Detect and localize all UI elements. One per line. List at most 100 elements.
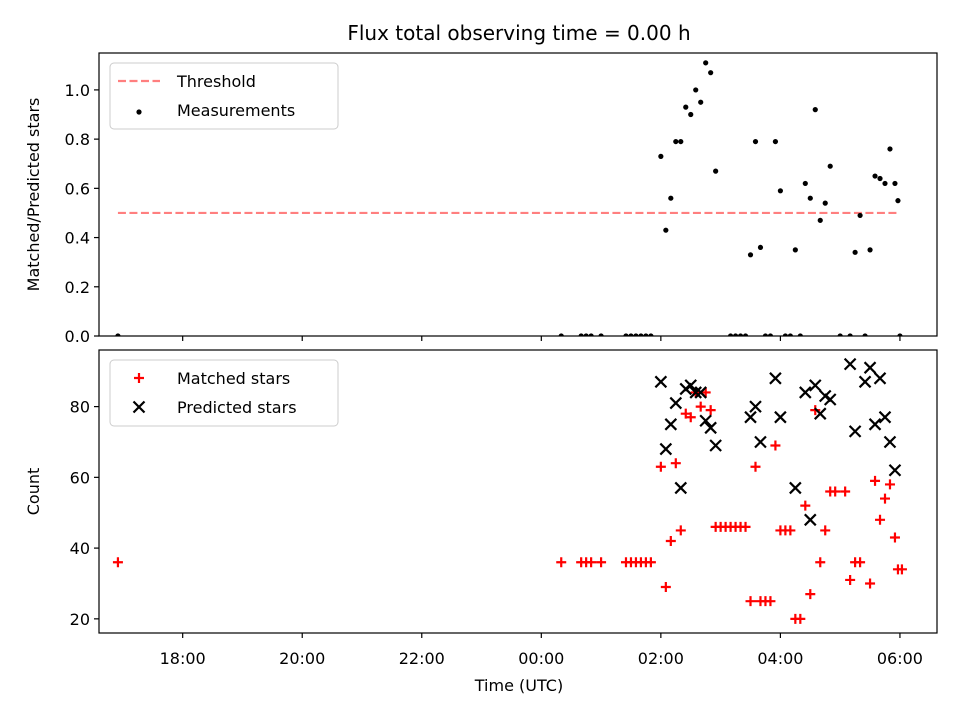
matched-stars-point — [655, 461, 666, 472]
predicted-stars-point — [709, 439, 722, 452]
predicted-stars-point — [813, 407, 827, 420]
measurements-point — [643, 333, 649, 336]
predicted-stars-point — [744, 410, 757, 424]
measurements-point — [558, 333, 564, 336]
matched-stars-point — [879, 493, 890, 504]
measurements-point — [837, 333, 843, 336]
matched-stars-legend-label: Matched stars — [177, 369, 290, 388]
matched-stars-point — [840, 486, 851, 497]
x-tick-label: 02:00 — [638, 649, 684, 668]
matched-stars-point — [745, 596, 756, 607]
x-tick-label: 06:00 — [877, 649, 923, 668]
measurements-point — [812, 107, 818, 113]
measurements-point — [673, 138, 679, 145]
chart-title: Flux total observing time = 0.00 h — [347, 21, 690, 45]
predicted-stars-point — [754, 435, 767, 449]
measurements-point — [802, 180, 808, 187]
measurements-point — [727, 333, 734, 336]
matched-stars-point — [785, 525, 796, 536]
measurements-point — [862, 333, 868, 336]
matched-stars-point — [665, 536, 676, 547]
counts-panel: 20 40 60 80 18:00 20:00 22:00 00:00 02:00 04:00 06… — [24, 349, 938, 668]
measurements-point — [877, 175, 883, 182]
predicted-stars-point — [848, 425, 862, 438]
matched-stars-point — [795, 613, 806, 624]
matched-stars-point — [645, 557, 656, 568]
measurements-point — [742, 333, 749, 336]
matched-stars-point — [740, 521, 751, 532]
matched-stars-point — [700, 387, 711, 398]
measurements-point — [708, 70, 714, 76]
measurements-point — [688, 111, 694, 118]
matched-stars-point — [765, 596, 776, 607]
ratio-y-tick-label: 0.0 — [65, 327, 90, 346]
matched-stars-point — [596, 557, 607, 568]
measurements-point — [713, 168, 719, 174]
predicted-stars-point — [704, 421, 717, 435]
matched-stars-point — [830, 486, 841, 497]
measurements-point — [115, 333, 121, 336]
matched-stars-point — [675, 525, 686, 536]
predicted-stars-point — [868, 418, 882, 431]
measurements-point — [752, 138, 759, 145]
measurements-point — [772, 138, 779, 145]
predicted-stars-point — [799, 386, 812, 399]
measurements-point — [787, 333, 793, 336]
counts-legend: Matched stars Predicted stars — [109, 359, 339, 427]
matched-stars-point — [750, 461, 761, 472]
measurements-point — [857, 212, 863, 219]
measurements-point — [897, 333, 903, 336]
ratio-y-axis-title: Matched/Predicted stars — [24, 98, 43, 292]
ratio-y-tick-label: 0.8 — [65, 130, 90, 149]
predicted-stars-point — [843, 357, 857, 371]
ratio-panel: 0.0 0.2 0.4 0.6 0.8 1.0 Matched/Predicted star… — [24, 52, 938, 346]
predicted-stars-point — [804, 513, 817, 527]
measurements-point — [797, 333, 803, 336]
predicted-stars-point — [863, 361, 877, 374]
matched-stars-point — [815, 557, 826, 568]
measurements-point — [847, 333, 853, 336]
measurements-point — [588, 333, 594, 336]
measurements-point — [895, 198, 901, 204]
matched-stars-point — [889, 532, 900, 543]
measurements-point — [827, 163, 833, 169]
measurements-point — [732, 333, 739, 336]
measurements-point — [792, 247, 798, 253]
measurements-point — [668, 195, 674, 201]
threshold-legend-label: Threshold — [176, 72, 256, 91]
measurements-point — [807, 195, 813, 201]
matched-stars-point — [875, 514, 886, 525]
ratio-y-tick-label: 0.2 — [65, 278, 90, 297]
measurements-point — [633, 333, 639, 336]
x-tick-label: 22:00 — [399, 649, 445, 668]
measurements-point — [628, 333, 634, 336]
measurements-point — [822, 200, 828, 206]
measurements-point — [698, 99, 704, 105]
counts-plot-area — [112, 357, 907, 624]
predicted-stars-point — [808, 379, 822, 392]
counts-legend-box — [109, 359, 339, 427]
matched-stars-point — [670, 458, 681, 469]
measurements-point — [817, 217, 823, 223]
matched-stars-point — [695, 401, 706, 412]
predicted-stars-point — [654, 375, 668, 389]
predicted-stars-point — [684, 379, 698, 392]
x-tick-label: 04:00 — [757, 649, 803, 668]
measurements-point — [578, 333, 584, 336]
predicted-stars-point — [664, 418, 678, 431]
predicted-stars-point — [659, 442, 673, 456]
predicted-stars-point — [858, 375, 872, 389]
measurements-point — [872, 173, 878, 179]
measurements-point — [757, 244, 764, 251]
matched-stars-point — [865, 578, 876, 589]
measurements-point — [678, 138, 684, 145]
measurements-point — [683, 104, 689, 110]
ratio-legend-box — [109, 62, 339, 130]
counts-y-tick-label: 40 — [70, 539, 90, 558]
measurements-point — [777, 188, 783, 194]
measurements-point — [892, 180, 898, 187]
matched-stars-point — [884, 479, 895, 490]
measurements-point — [663, 227, 669, 233]
predicted-stars-point — [769, 372, 782, 385]
